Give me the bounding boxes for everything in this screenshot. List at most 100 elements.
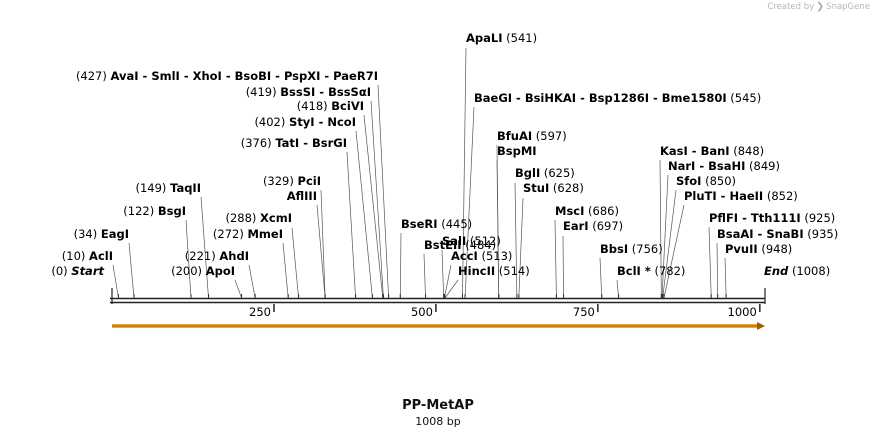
ruler-tick-label: 1000 xyxy=(728,305,757,319)
cut-position: (948) xyxy=(761,242,792,256)
enzyme-label: (34) EagI xyxy=(74,227,129,241)
enzyme-name: PluTI - HaeII xyxy=(684,189,763,203)
snapgene-logo-icon: ❯ xyxy=(816,1,825,12)
enzyme-label: ApaLI (541) xyxy=(466,31,537,45)
site-connector xyxy=(377,84,389,299)
enzyme-label: (272) MmeI xyxy=(213,227,283,241)
enzyme-name: BsgI xyxy=(158,204,186,218)
enzyme-label: AflIII xyxy=(287,189,317,203)
site-connector xyxy=(724,257,727,299)
enzyme-name: EagI xyxy=(101,227,129,241)
enzyme-name: StuI xyxy=(523,181,549,195)
enzyme-label: SalI (512) xyxy=(442,234,501,248)
cut-position: (288) xyxy=(225,211,256,225)
cut-position: (376) xyxy=(241,136,272,150)
enzyme-name: BssSI - BssSαI xyxy=(280,85,371,99)
cut-position: (512) xyxy=(470,234,501,248)
site-connector xyxy=(234,279,242,299)
cut-position: (149) xyxy=(135,181,166,195)
cut-position: (200) xyxy=(171,264,202,278)
cut-position: (925) xyxy=(804,211,835,225)
site-connector xyxy=(444,279,459,299)
cut-position: (0) xyxy=(51,264,67,278)
cut-position: (756) xyxy=(632,242,663,256)
enzyme-label: (200) ApoI xyxy=(171,264,235,278)
cut-position: (272) xyxy=(213,227,244,241)
enzyme-name: MscI xyxy=(555,204,584,218)
site-connector xyxy=(112,264,119,299)
enzyme-label: NarI - BsaHI (849) xyxy=(668,159,780,173)
cut-position: (686) xyxy=(588,204,619,218)
site-connector xyxy=(441,249,445,299)
enzyme-label: PvuII (948) xyxy=(725,242,792,256)
enzyme-label: AccI (513) xyxy=(451,249,512,263)
enzyme-name: HincII xyxy=(458,264,495,278)
cut-position: (10) xyxy=(62,249,86,263)
enzyme-name: SfoI xyxy=(676,174,701,188)
enzyme-label: PluTI - HaeII (852) xyxy=(684,189,798,203)
enzyme-name: BfuAI xyxy=(497,129,532,143)
site-connector xyxy=(320,189,326,299)
credit-brand: SnapGene xyxy=(826,1,870,12)
enzyme-name: PvuII xyxy=(725,242,758,256)
enzyme-name: PciI xyxy=(298,174,321,188)
cut-position: (545) xyxy=(730,91,761,105)
enzyme-name: BsaAI - SnaBI xyxy=(717,227,804,241)
snapgene-credit: Created by ❯ SnapGene xyxy=(767,1,870,12)
enzyme-label: (427) AvaI - SmlI - XhoI - BsoBI - PspXI… xyxy=(76,69,378,83)
cut-position: (848) xyxy=(733,144,764,158)
enzyme-name: SalI xyxy=(442,234,466,248)
sequence-length: 1008 bp xyxy=(415,415,461,428)
site-connector xyxy=(514,182,518,299)
enzyme-label: BspMI xyxy=(497,144,537,158)
enzyme-label: (376) TatI - BsrGI xyxy=(241,136,347,150)
enzyme-name: MmeI xyxy=(247,227,283,241)
enzyme-label: BclI * (782) xyxy=(617,264,685,278)
cut-position: (122) xyxy=(123,204,154,218)
enzyme-label: PflFI - Tth111I (925) xyxy=(709,211,835,225)
site-connector xyxy=(708,226,712,299)
enzyme-label: SfoI (850) xyxy=(676,174,736,188)
cut-position: (427) xyxy=(76,69,107,83)
cut-position: (402) xyxy=(254,115,285,129)
cut-position: (597) xyxy=(536,129,567,143)
enzyme-label: (419) BssSI - BssSαI xyxy=(246,85,371,99)
enzyme-label: (418) BciVI xyxy=(297,99,364,113)
feature-arrow xyxy=(112,322,765,330)
enzyme-label: (288) XcmI xyxy=(225,211,292,225)
site-connector xyxy=(363,114,384,299)
ruler-tick-label: 500 xyxy=(411,305,433,319)
enzyme-name: AccI xyxy=(451,249,478,263)
cut-position: (418) xyxy=(297,99,328,113)
cut-position: (852) xyxy=(767,189,798,203)
enzyme-label: (221) AhdI xyxy=(185,249,249,263)
enzyme-name: End xyxy=(764,264,789,278)
site-connector xyxy=(518,197,524,299)
enzyme-label: KasI - BanI (848) xyxy=(660,144,764,158)
cut-position: (445) xyxy=(441,217,472,231)
cut-position: (329) xyxy=(263,174,294,188)
sequence-name: PP-MetAP xyxy=(402,398,474,413)
enzyme-label: MscI (686) xyxy=(555,204,619,218)
site-connector xyxy=(661,174,669,299)
enzyme-label: (0) Start xyxy=(51,264,104,278)
feature-arrowhead xyxy=(757,322,765,330)
enzyme-label: BbsI (756) xyxy=(600,242,663,256)
enzyme-name: BspMI xyxy=(497,144,537,158)
site-connector xyxy=(128,242,135,299)
enzyme-label: BsaAI - SnaBI (935) xyxy=(717,227,838,241)
site-connector xyxy=(662,189,677,299)
position-ruler: 250 500 750 1000 xyxy=(249,304,761,319)
enzyme-name: BbsI xyxy=(600,242,628,256)
site-connector xyxy=(464,106,475,299)
site-connector xyxy=(399,232,402,299)
site-connector xyxy=(355,130,373,299)
enzyme-name: ApoI xyxy=(206,264,235,278)
cut-position: (849) xyxy=(749,159,780,173)
cut-position: (628) xyxy=(553,181,584,195)
enzyme-label: (10) AclI xyxy=(62,249,113,263)
site-connector xyxy=(200,196,209,299)
cut-position: (419) xyxy=(246,85,277,99)
enzyme-name: AclI xyxy=(89,249,113,263)
